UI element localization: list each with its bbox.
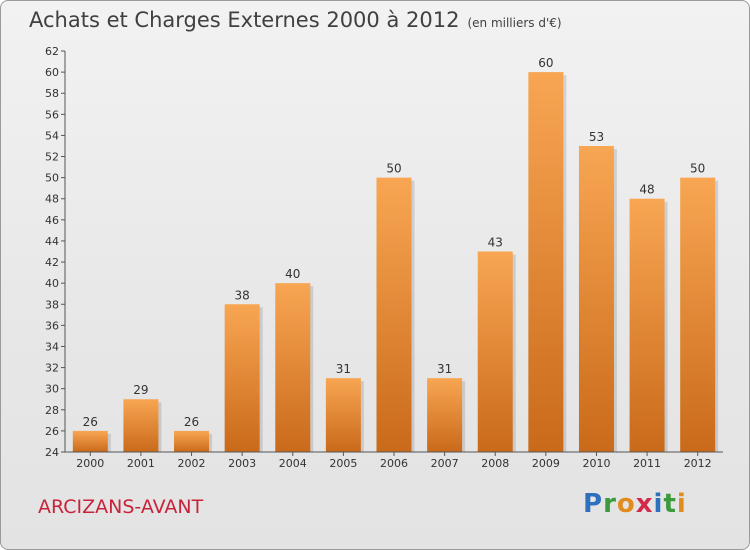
data-label-2010: 53 — [589, 130, 604, 144]
data-label-2009: 60 — [538, 56, 553, 70]
x-tick-label-2001: 2001 — [127, 457, 155, 470]
data-label-2007: 31 — [437, 362, 452, 376]
x-tick-label-2012: 2012 — [684, 457, 712, 470]
data-label-2011: 48 — [639, 183, 654, 197]
y-tick-label: 26 — [45, 425, 59, 438]
logo-letter: i — [653, 489, 664, 519]
bar-2004 — [275, 283, 311, 452]
y-tick-label: 46 — [45, 214, 59, 227]
data-label-2012: 50 — [690, 162, 705, 176]
bar-2003 — [224, 304, 260, 452]
data-label-2008: 43 — [488, 236, 503, 250]
chart-title-text: Achats et Charges Externes 2000 à 2012 — [29, 8, 460, 32]
y-tick-label: 50 — [45, 172, 59, 185]
bar-series: 26 29 26 38 40 31 50 31 43 60 53 48 50 — [72, 56, 719, 453]
bar-2001 — [123, 399, 159, 452]
x-tick-label-2005: 2005 — [329, 457, 357, 470]
data-label-2006: 50 — [386, 162, 401, 176]
y-tick-label: 28 — [45, 404, 59, 417]
place-name: ARCIZANS-AVANT — [38, 496, 204, 518]
data-label-2004: 40 — [285, 267, 300, 281]
data-label-2002: 26 — [184, 415, 199, 429]
logo-letter: t — [663, 489, 677, 519]
bar-2010 — [578, 145, 614, 452]
y-tick-label: 32 — [45, 362, 59, 375]
bar-2000 — [72, 430, 108, 452]
logo-letter: P — [583, 489, 604, 519]
x-tick-label-2011: 2011 — [633, 457, 661, 470]
bar-2008 — [477, 251, 513, 452]
x-tick-label-2009: 2009 — [532, 457, 560, 470]
bar-2002 — [174, 430, 210, 452]
logo-letter: x — [635, 489, 654, 519]
data-label-2001: 29 — [133, 383, 148, 397]
y-tick-label: 56 — [45, 108, 59, 121]
y-tick-label: 30 — [45, 383, 59, 396]
logo-letter: r — [603, 489, 617, 519]
y-axis: 24 26 28 30 32 34 36 38 40 42 44 46 48 50 52 54 56 58 60 62 — [45, 45, 66, 459]
chart-title: Achats et Charges Externes 2000 à 2012 (e… — [29, 8, 562, 32]
data-label-2000: 26 — [83, 415, 98, 429]
x-tick-label-2004: 2004 — [279, 457, 307, 470]
x-tick-label-2008: 2008 — [481, 457, 509, 470]
bar-2007 — [427, 378, 463, 452]
y-tick-label: 34 — [45, 340, 59, 353]
y-tick-label: 24 — [45, 446, 59, 459]
y-tick-label: 44 — [45, 235, 59, 248]
y-tick-label: 36 — [45, 319, 59, 332]
bar-2009 — [528, 72, 564, 453]
bar-2011 — [629, 198, 665, 452]
logo-letter: o — [616, 489, 636, 519]
bar-2012 — [680, 177, 716, 452]
chart-subtitle: (en milliers d'€) — [467, 16, 562, 30]
y-tick-label: 60 — [45, 66, 59, 79]
x-tick-label-2003: 2003 — [228, 457, 256, 470]
x-tick-label-2006: 2006 — [380, 457, 408, 470]
x-axis: 2000 2001 2002 2003 2004 2005 2006 2007 2008 2009… — [65, 451, 723, 470]
logo-letter: i — [676, 489, 687, 519]
data-label-2003: 38 — [235, 288, 250, 302]
y-tick-label: 38 — [45, 298, 59, 311]
x-tick-label-2007: 2007 — [431, 457, 459, 470]
y-tick-label: 42 — [45, 256, 59, 269]
bar-2006 — [376, 177, 412, 452]
y-tick-label: 62 — [45, 45, 59, 58]
y-tick-label: 54 — [45, 129, 59, 142]
data-label-2005: 31 — [336, 362, 351, 376]
x-tick-label-2010: 2010 — [582, 457, 610, 470]
y-tick-label: 52 — [45, 151, 59, 164]
proxiti-logo: Proxiti — [583, 489, 687, 519]
x-tick-label-2002: 2002 — [178, 457, 206, 470]
bar-2005 — [325, 378, 361, 452]
y-tick-label: 40 — [45, 277, 59, 290]
y-tick-label: 58 — [45, 87, 59, 100]
x-tick-label-2000: 2000 — [76, 457, 104, 470]
y-tick-label: 48 — [45, 193, 59, 206]
